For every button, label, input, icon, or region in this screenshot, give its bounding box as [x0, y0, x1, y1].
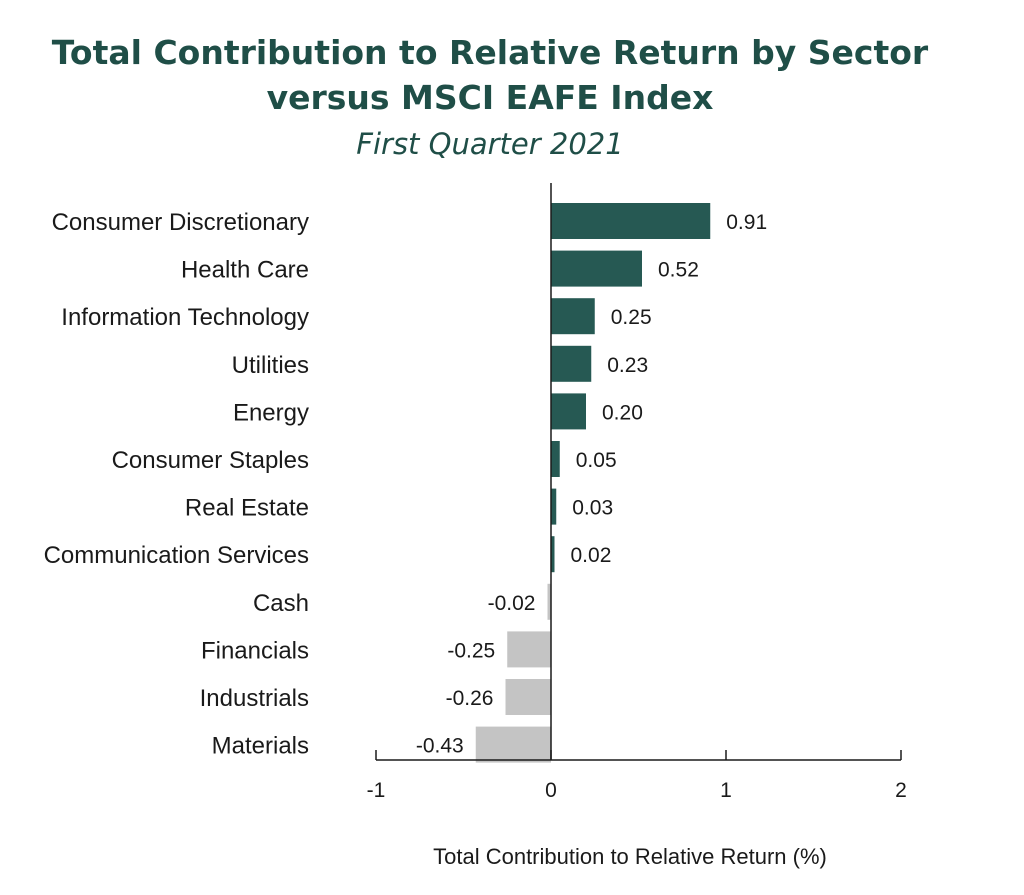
- x-tick-label: 0: [545, 779, 557, 802]
- chart-title: Total Contribution to Relative Return by…: [0, 30, 980, 120]
- value-label: 0.02: [571, 544, 612, 567]
- bar-cash: [547, 583, 551, 620]
- category-label: Financials: [201, 637, 309, 664]
- bar-information-technology: [551, 298, 595, 335]
- bar-real-estate: [551, 488, 557, 525]
- x-axis: -1 0 1 2: [367, 183, 907, 802]
- value-label: 0.25: [611, 306, 652, 329]
- category-label: Consumer Discretionary: [52, 209, 309, 236]
- bar-communication-services: [551, 536, 555, 573]
- bar-utilities: [551, 345, 592, 382]
- category-label: Real Estate: [185, 495, 309, 522]
- category-label: Energy: [233, 399, 309, 426]
- bar-materials: [475, 726, 551, 763]
- category-label: Health Care: [181, 257, 309, 284]
- category-label: Utilities: [232, 352, 309, 379]
- category-labels-group: Consumer Discretionary Health Care Informa…: [44, 209, 309, 760]
- bar-consumer-discretionary: [551, 203, 711, 239]
- value-labels-group: 0.91 0.52 0.25 0.23 0.20 0.05 0.03 0.02 -0.02 -0.…: [416, 211, 767, 758]
- value-label: 0.52: [658, 259, 699, 282]
- value-label: -0.43: [416, 735, 464, 758]
- bar-health-care: [551, 250, 642, 287]
- chart-title-line-2: versus MSCI EAFE Index: [266, 78, 714, 117]
- value-label: 0.91: [726, 211, 767, 234]
- category-label: Information Technology: [61, 304, 309, 331]
- x-tick-label: -1: [367, 779, 386, 802]
- value-label: 0.03: [572, 497, 613, 520]
- x-tick-label: 2: [895, 779, 907, 802]
- value-label: -0.02: [488, 592, 536, 615]
- bar-industrials: [505, 679, 551, 715]
- x-tick-label: 1: [720, 779, 732, 802]
- x-axis-label: Total Contribution to Relative Return (%…: [433, 844, 827, 869]
- value-label: 0.05: [576, 449, 617, 472]
- bars-group: [475, 203, 711, 763]
- value-label: 0.23: [607, 354, 648, 377]
- bar-financials: [507, 631, 551, 668]
- category-label: Consumer Staples: [112, 447, 309, 474]
- bar-consumer-staples: [551, 441, 560, 477]
- category-label: Cash: [253, 590, 309, 617]
- value-label: -0.25: [447, 639, 495, 662]
- chart-title-line-1: Total Contribution to Relative Return by…: [51, 33, 929, 72]
- category-label: Materials: [212, 733, 309, 760]
- chart-subtitle: First Quarter 2021: [356, 127, 624, 161]
- category-label: Industrials: [200, 685, 309, 712]
- value-label: -0.26: [446, 687, 494, 710]
- value-label: 0.20: [602, 401, 643, 424]
- category-label: Communication Services: [44, 542, 309, 569]
- bar-energy: [551, 393, 586, 430]
